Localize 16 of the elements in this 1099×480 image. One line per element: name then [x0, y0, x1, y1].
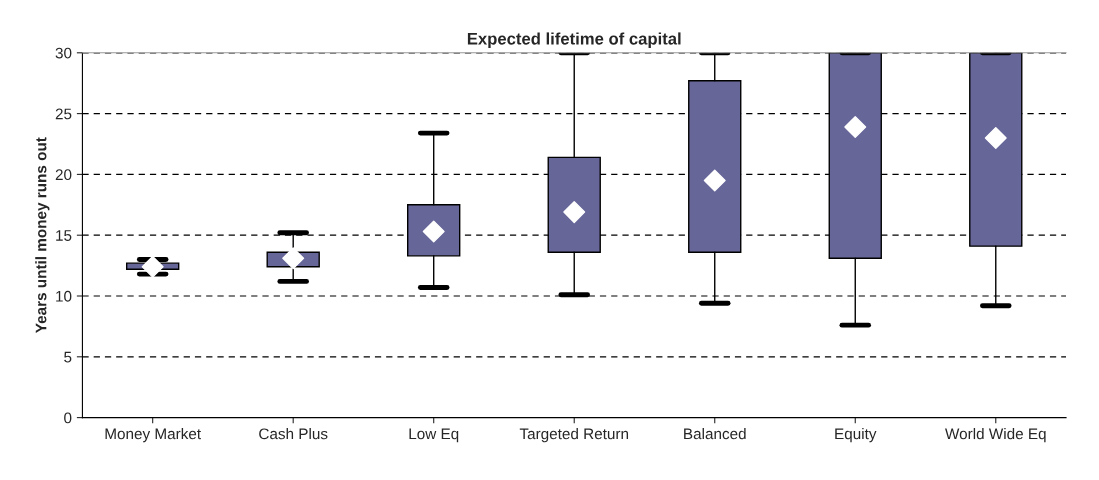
y-tick-label: 15 — [56, 230, 72, 241]
y-tick-label: 0 — [64, 412, 72, 424]
y-tick-label: 30 — [55, 47, 72, 59]
x-tick-label: Low Eq — [409, 428, 459, 443]
y-tick-label: 5 — [64, 351, 72, 363]
chart-title: Expected lifetime of capital — [467, 32, 681, 48]
x-tick-label: Targeted Return — [519, 428, 629, 443]
y-tick-label: 10 — [56, 290, 72, 302]
x-tick-label: World Wide Eq — [945, 428, 1046, 443]
x-tick-label: Equity — [835, 428, 877, 443]
x-tick-label: Cash Plus — [259, 428, 328, 440]
x-tick-label: Balanced — [684, 428, 746, 440]
y-axis-title: Years until money runs out — [35, 137, 50, 333]
y-tick-label: 20 — [55, 169, 72, 181]
y-tick-label: 25 — [55, 108, 72, 120]
x-tick-label: Money Market — [105, 428, 201, 443]
